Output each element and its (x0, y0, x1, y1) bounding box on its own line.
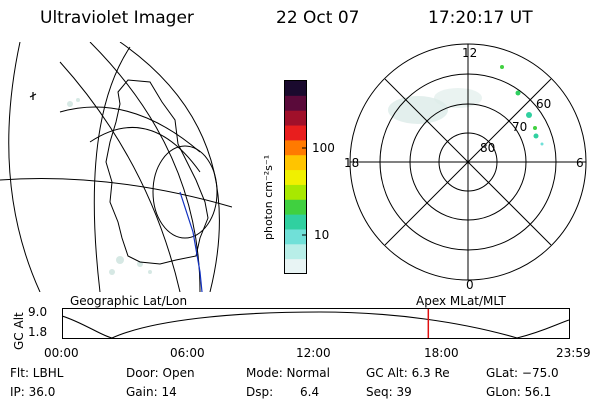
lat-arc-2 (59, 106, 201, 153)
filter-info: Flt: LBHL (10, 366, 64, 380)
seq-info: Seq: 39 (366, 385, 412, 399)
dsp-label: Dsp: (246, 385, 274, 399)
timeline-xtick-1: 06:00 (170, 346, 205, 360)
gain-info: Gain: 14 (126, 385, 177, 399)
lon-arc-4 (93, 46, 131, 292)
colorbar-tick-10: 10 (314, 228, 330, 242)
polar-plot (349, 43, 587, 281)
lon-arc-1 (119, 42, 220, 292)
gc-alt-info: GC Alt: 6.3 Re (366, 366, 450, 380)
altitude-curve (62, 311, 570, 339)
polar-lat-70: 70 (512, 120, 528, 134)
ip-info: IP: 36.0 (10, 385, 56, 399)
instrument-title: Ultraviolet Imager (40, 8, 194, 28)
apex-label: Apex MLat/MLT (416, 294, 506, 308)
timeline-xtick-0: 00:00 (44, 346, 79, 360)
colorbar-stripe (285, 170, 306, 186)
polar-label-left: 18 (344, 156, 360, 170)
colorbar-stripe (285, 140, 306, 156)
lat-line (0, 178, 232, 208)
colorbar-stripe (285, 214, 306, 230)
timeline-axis-label: GC Alt (12, 312, 26, 350)
time-label: 17:20:17 UT (428, 8, 533, 28)
timeline-xtick-4: 23:59 (556, 346, 591, 360)
colorbar-stripe (285, 95, 306, 112)
polar-lat-60: 60 (536, 97, 552, 111)
timeline-frame (62, 308, 570, 339)
colorbar-tick-100: 100 (312, 141, 335, 155)
lon-arc-3 (59, 61, 181, 292)
pole-ring (152, 145, 218, 239)
door-info: Door: Open (126, 366, 195, 380)
timeline-xtick-2: 12:00 (296, 346, 331, 360)
colorbar-stripe (285, 184, 306, 201)
colorbar-stripe (285, 229, 306, 245)
timeline-ytick-top: 9.0 (28, 305, 48, 319)
colorbar-stripe (285, 125, 306, 141)
colorbar-stripe (285, 199, 306, 216)
colorbar-stripe (285, 259, 306, 274)
polar-label-bottom: 0 (466, 278, 474, 292)
lon-arc-2 (89, 42, 201, 292)
altitude-timeline (62, 308, 570, 339)
timeline-ytick-bottom: 1.8 (28, 325, 48, 339)
globe-limb-arc (8, 42, 41, 292)
glon-info: GLon: 56.1 (486, 385, 552, 399)
polar-diagonal-2 (384, 78, 552, 246)
glat-info: GLat: −75.0 (486, 366, 559, 380)
colorbar-stripe (285, 81, 306, 97)
polar-label-top: 12 (462, 46, 478, 60)
geographic-label: Geographic Lat/Lon (70, 294, 188, 308)
colorbar-stripe (285, 244, 306, 260)
colorbar-stripe (285, 155, 306, 171)
colorbar-unit-label: photon cm⁻²s⁻¹ (262, 154, 275, 240)
color-scale-bar (284, 80, 307, 274)
polar-emission-dots (500, 65, 544, 146)
lat-arc-3 (89, 127, 201, 173)
timeline-xtick-3: 18:00 (424, 346, 459, 360)
geographic-map (0, 42, 232, 292)
direction-mark (29, 92, 37, 100)
continent-outline (105, 79, 209, 265)
colorbar-stripe (285, 110, 306, 127)
dsp-value: 6.4 (300, 385, 320, 399)
orbit-track (179, 191, 203, 292)
date-label: 22 Oct 07 (276, 8, 360, 28)
mode-info: Mode: Normal (246, 366, 330, 380)
polar-label-right: 6 (576, 156, 584, 170)
polar-lat-80: 80 (480, 141, 496, 155)
aurora-speckles (67, 98, 152, 275)
